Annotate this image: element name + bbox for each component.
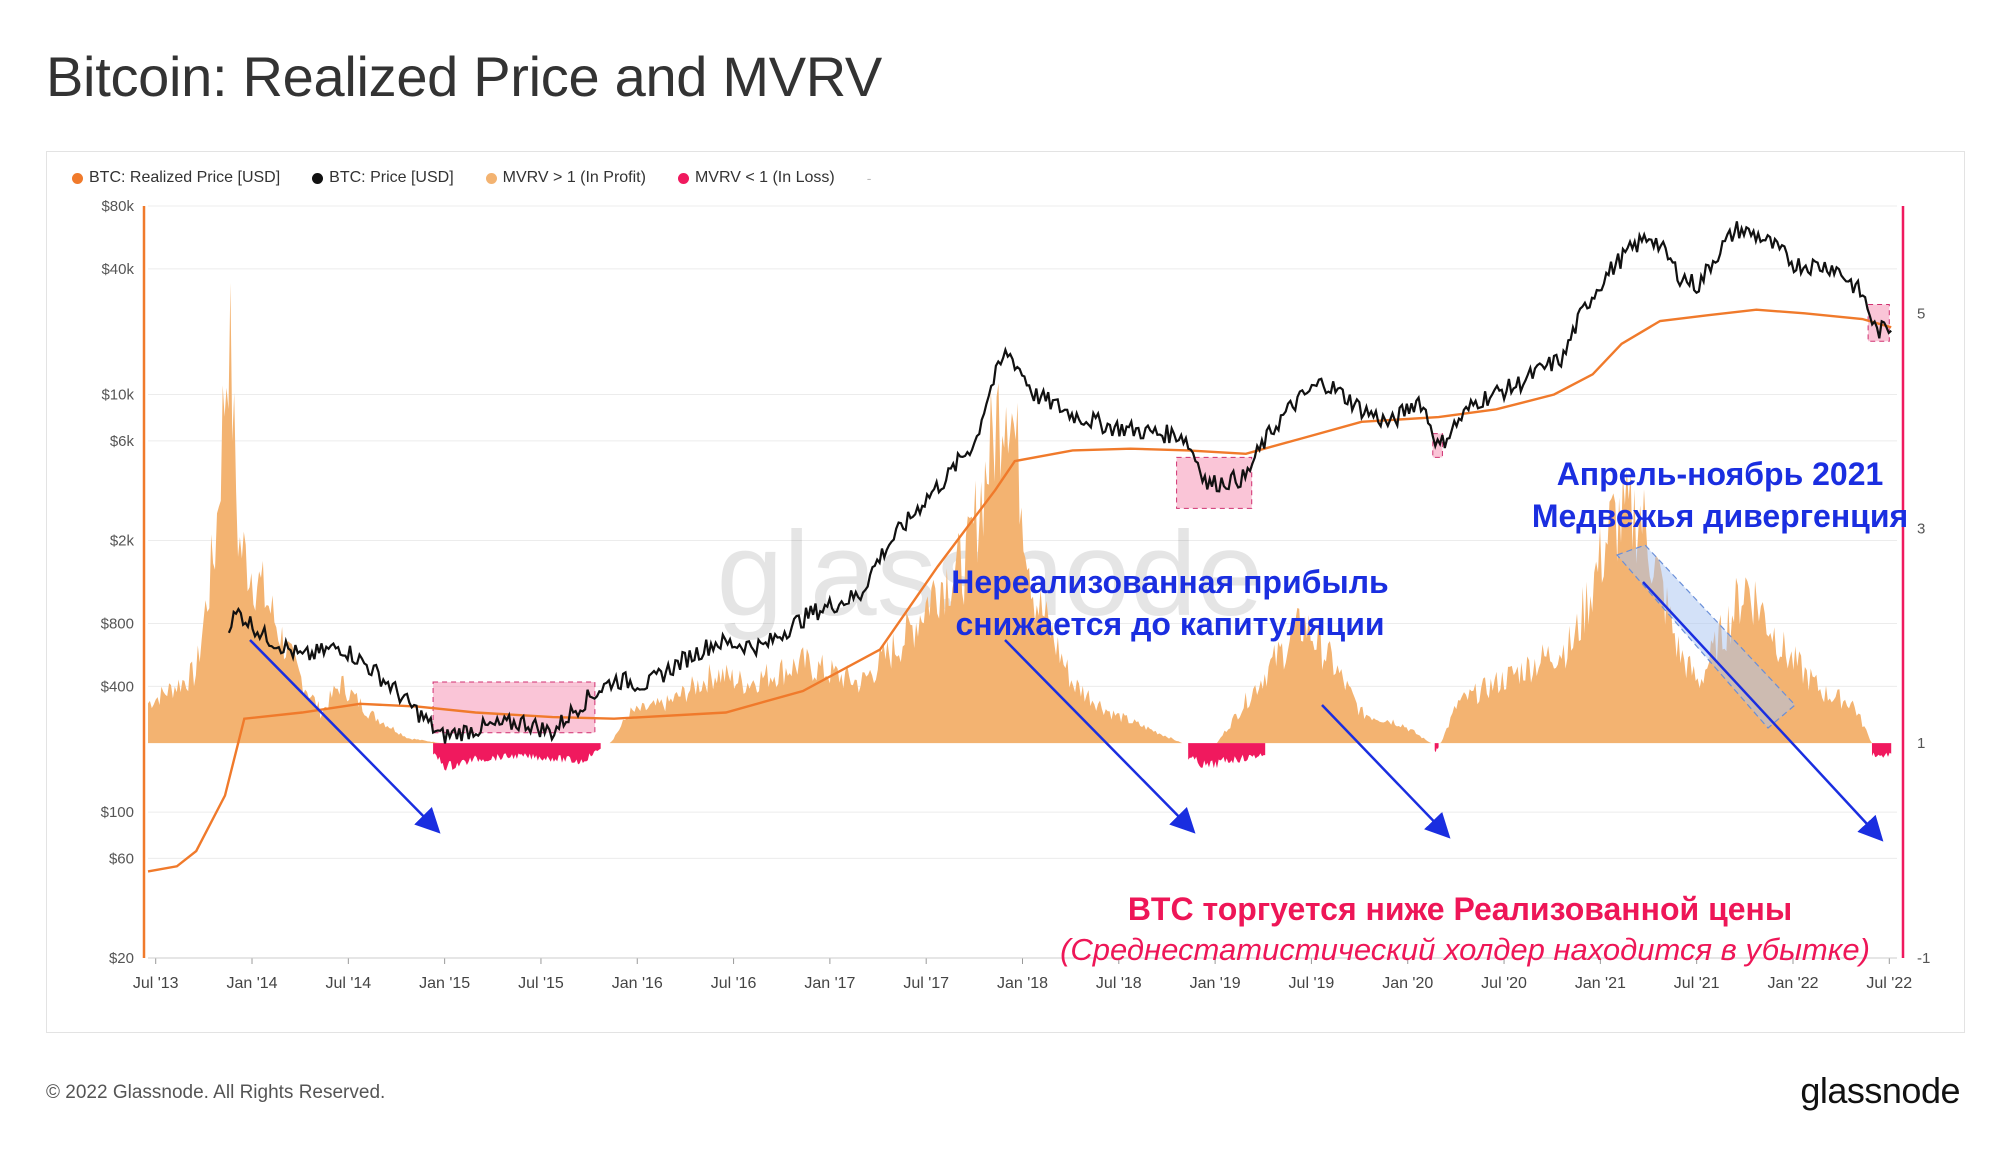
legend-item-price[interactable]: BTC: Price [USD]: [312, 169, 454, 187]
legend-item-realized-price[interactable]: BTC: Realized Price [USD]: [72, 169, 280, 187]
legend-extra[interactable]: -: [866, 170, 872, 186]
realized-price-line: [147, 308, 1892, 873]
x-tick-label: Jul '22: [1866, 975, 1912, 992]
legend-dot-price: [312, 172, 324, 184]
x-tick-label: Jul '17: [903, 975, 949, 992]
x-tick-label: Jan '20: [1382, 975, 1433, 992]
x-tick-label: Jan '16: [612, 975, 663, 992]
y-left-tick-label: $6k: [110, 433, 135, 450]
annotation-below-line2: (Среднестатистический холдер находится в…: [1060, 932, 1870, 967]
x-tick-label: Jul '21: [1674, 975, 1720, 992]
legend-item-mvrv-profit[interactable]: MVRV > 1 (In Profit): [485, 169, 646, 187]
x-tick-label: Jan '18: [997, 975, 1048, 992]
legend-dot-mvrv-loss: [677, 172, 689, 184]
x-tick-label: Jul '18: [1096, 975, 1142, 992]
y-left-tick-label: $80k: [101, 198, 134, 215]
x-tick-label: Jul '14: [325, 975, 371, 992]
mvrv-loss-area: [1188, 743, 1266, 769]
legend-label-price: BTC: Price [USD]: [329, 169, 454, 186]
x-tick-label: Jan '19: [1190, 975, 1241, 992]
legend-label-realized-price: BTC: Realized Price [USD]: [89, 169, 281, 186]
y-left-tick-label: $800: [101, 616, 134, 633]
legend-label-mvrv-loss: MVRV < 1 (In Loss): [694, 169, 835, 186]
page-title: Bitcoin: Realized Price and MVRV: [46, 45, 882, 108]
y-left-tick-label: $10k: [101, 387, 134, 404]
chart-legend: BTC: Realized Price [USD] BTC: Price [US…: [72, 168, 871, 188]
legend-dot-realized-price: [72, 172, 83, 184]
divergence-band: [1615, 544, 1796, 729]
annotation-unrealized-line2: снижается до капитуляции: [955, 606, 1384, 642]
mvrv-loss-area: [1871, 743, 1892, 758]
capitulation-zone-box: [1432, 433, 1443, 458]
mvrv-loss-area: [433, 743, 601, 771]
legend-item-mvrv-loss[interactable]: MVRV < 1 (In Loss): [677, 169, 835, 187]
x-tick-label: Jul '13: [133, 975, 179, 992]
footer-copyright: © 2022 Glassnode. All Rights Reserved.: [46, 1082, 386, 1103]
y-left-tick-label: $2k: [110, 532, 135, 549]
y-left-tick-label: $400: [101, 678, 134, 695]
y-left-tick-label: $20: [109, 950, 134, 967]
trend-arrow: [1004, 639, 1196, 834]
y-right-tick-label: -1: [1917, 950, 1930, 967]
x-tick-label: Jul '20: [1481, 975, 1527, 992]
glassnode-logo: glassnode: [1800, 1070, 1960, 1111]
price-line: [227, 221, 1892, 744]
mvrv-loss-area: [1434, 743, 1439, 753]
y-left-tick-label: $40k: [101, 261, 134, 278]
annotation-divergence-line1: Апрель-ноябрь 2021: [1557, 456, 1884, 492]
trend-arrow: [249, 639, 441, 834]
x-tick-label: Jul '19: [1289, 975, 1335, 992]
y-left-tick-label: $100: [101, 804, 134, 821]
annotation-below-line1: BTC торгуется ниже Реализованной цены: [1128, 891, 1792, 927]
annotation-divergence-line2: Медвежья дивергенция: [1532, 498, 1908, 534]
x-tick-label: Jul '16: [711, 975, 757, 992]
x-tick-label: Jan '21: [1575, 975, 1626, 992]
y-right-tick-label: 3: [1917, 520, 1925, 537]
y-right-tick-label: 1: [1917, 735, 1925, 752]
x-tick-label: Jan '17: [804, 975, 855, 992]
capitulation-zone-box: [1176, 456, 1253, 509]
legend-label-mvrv-profit: MVRV > 1 (In Profit): [502, 169, 646, 186]
annotation-unrealized-line1: Нереализованная прибыль: [951, 564, 1388, 600]
y-left-tick-label: $60: [109, 850, 134, 867]
x-tick-label: Jan '14: [226, 975, 277, 992]
legend-dot-mvrv-profit: [485, 172, 497, 184]
trend-arrow: [1642, 581, 1884, 842]
mvrv-profit-area: [148, 282, 1872, 744]
trend-arrow: [1321, 704, 1451, 839]
y-right-tick-label: 5: [1917, 305, 1925, 322]
x-tick-label: Jan '15: [419, 975, 470, 992]
x-tick-label: Jan '22: [1767, 975, 1818, 992]
x-tick-label: Jul '15: [518, 975, 564, 992]
